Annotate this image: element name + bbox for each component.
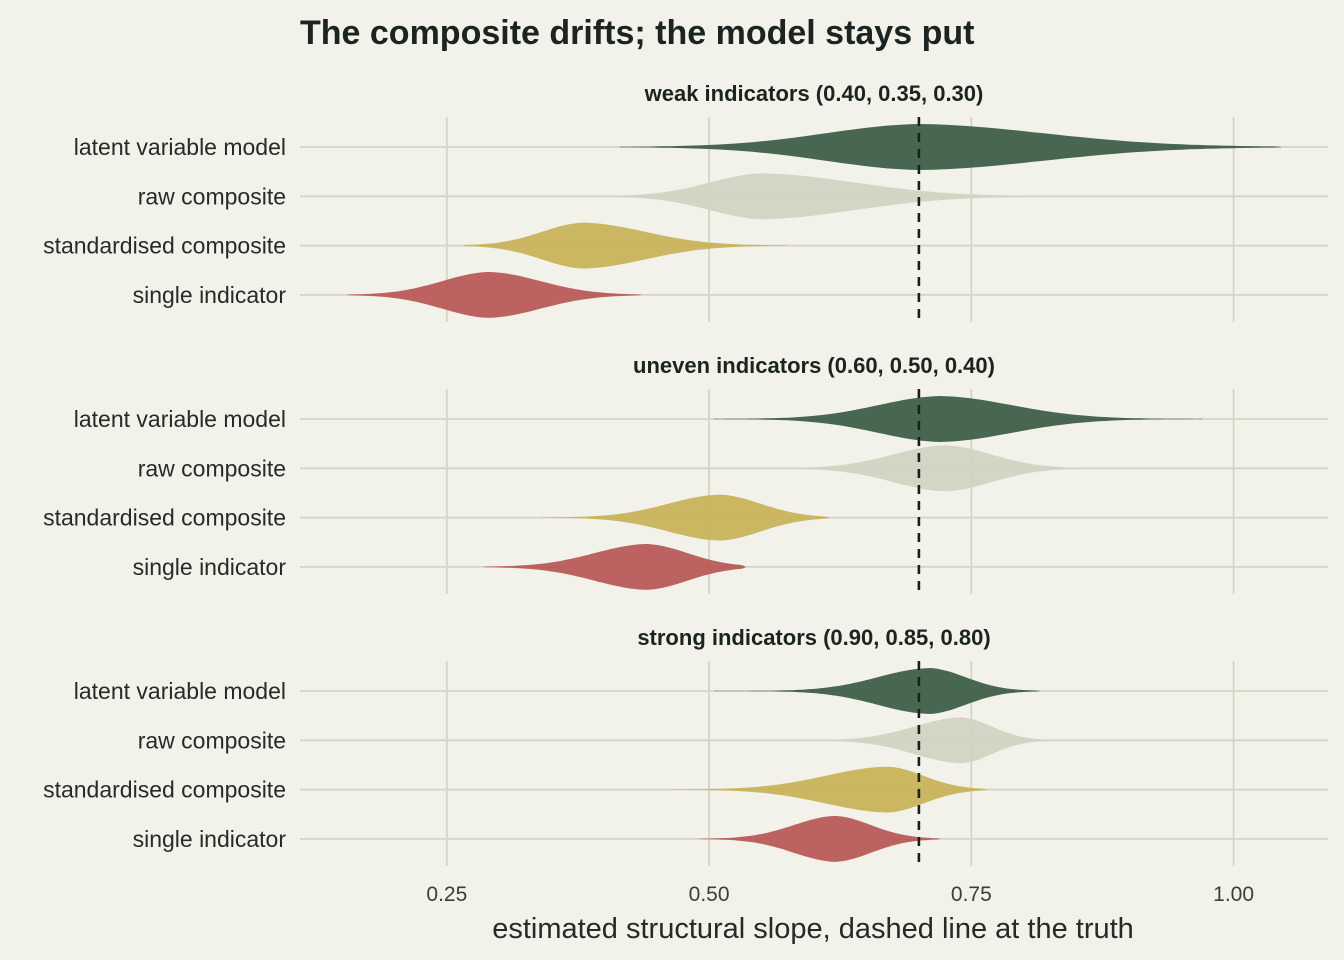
violin-standardised-composite <box>672 766 988 813</box>
violin-latent-variable-model <box>714 396 1203 442</box>
panel-title: strong indicators (0.90, 0.85, 0.80) <box>637 625 990 650</box>
violin-raw-composite <box>814 717 1066 764</box>
x-axis: 0.25 0.50 0.75 1.00 <box>426 883 1254 906</box>
panel-2: latent variable model raw composite standa… <box>43 353 1328 594</box>
violin-raw-composite <box>604 173 1056 220</box>
category-label: single indicator <box>133 282 287 308</box>
category-label: latent variable model <box>74 134 286 160</box>
x-axis-label: estimated structural slope, dashed line … <box>492 913 1134 945</box>
panels-group: latent variable model raw composite standa… <box>43 81 1328 866</box>
panel-1: latent variable model raw composite standa… <box>43 81 1328 322</box>
category-label: latent variable model <box>74 678 286 704</box>
panel-title: weak indicators (0.40, 0.35, 0.30) <box>644 81 984 106</box>
violin-single-indicator <box>483 544 746 590</box>
category-label: latent variable model <box>74 406 286 432</box>
category-label: raw composite <box>138 727 286 753</box>
violin-standardised-composite <box>462 222 788 269</box>
chart-title: The composite drifts; the model stays pu… <box>300 14 974 52</box>
violin-latent-variable-model <box>619 124 1281 170</box>
x-tick-label: 1.00 <box>1213 883 1254 906</box>
panel-title: uneven indicators (0.60, 0.50, 0.40) <box>633 353 995 378</box>
x-tick-label: 0.25 <box>426 883 467 906</box>
category-label: single indicator <box>133 826 287 852</box>
x-tick-label: 0.75 <box>951 883 992 906</box>
category-label: standardised composite <box>43 505 286 531</box>
panel-3: latent variable model raw composite standa… <box>43 625 1328 866</box>
x-tick-label: 0.50 <box>689 883 730 906</box>
category-label: single indicator <box>133 554 287 580</box>
violin-single-indicator <box>698 815 940 862</box>
category-label: standardised composite <box>43 777 286 803</box>
violin-standardised-composite <box>541 494 830 541</box>
violin-latent-variable-model <box>714 668 1040 714</box>
category-label: standardised composite <box>43 233 286 259</box>
category-label: raw composite <box>138 183 286 209</box>
violin-single-indicator <box>347 272 641 318</box>
violin-raw-composite <box>761 445 1129 492</box>
category-label: raw composite <box>138 455 286 481</box>
